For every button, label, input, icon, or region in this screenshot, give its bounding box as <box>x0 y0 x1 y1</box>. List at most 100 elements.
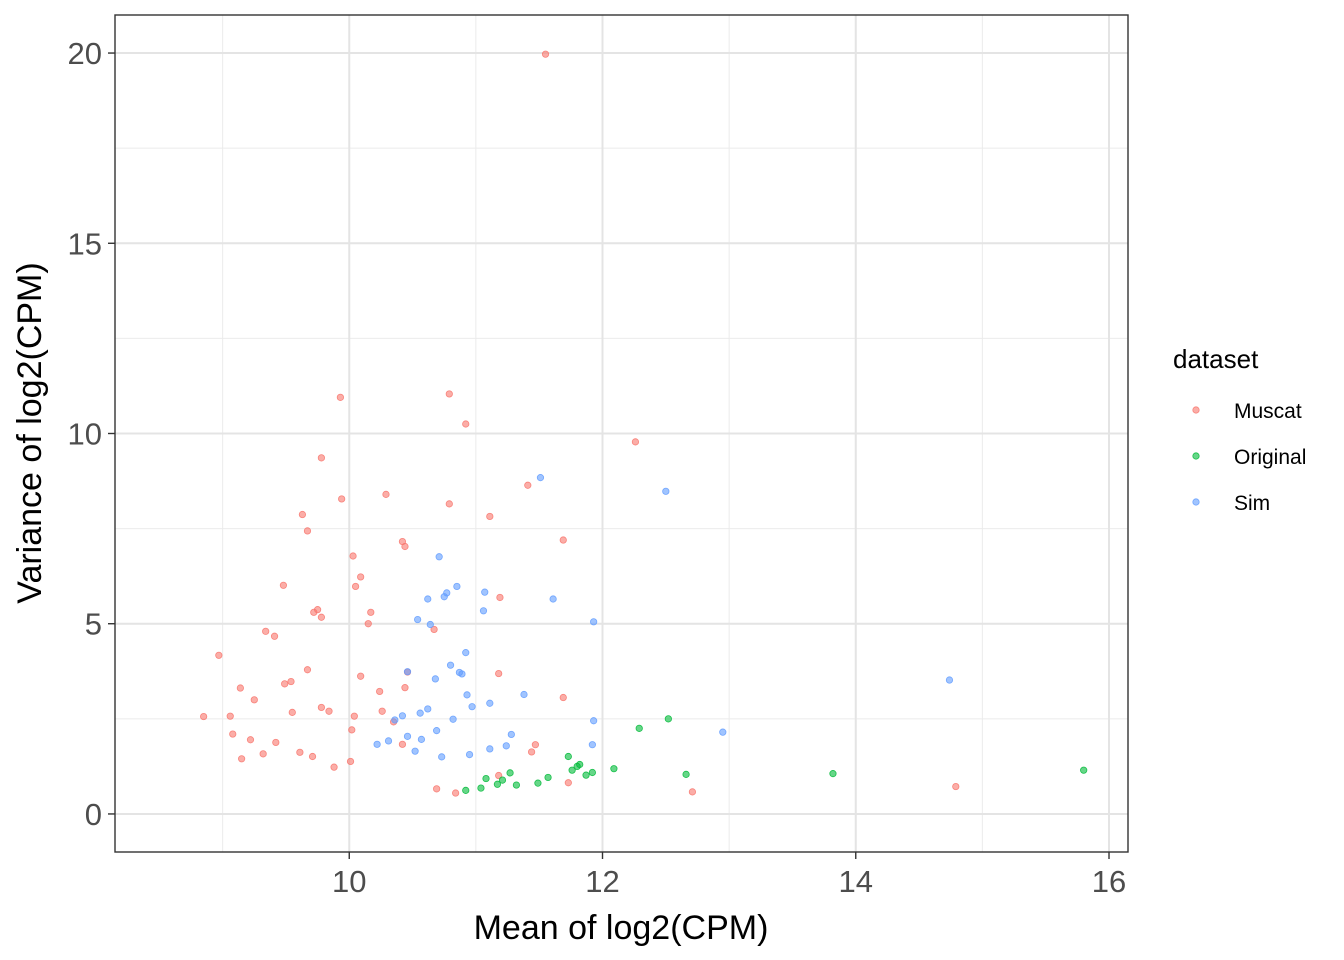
data-point <box>226 712 234 720</box>
data-point <box>246 736 255 744</box>
data-point <box>317 454 325 462</box>
data-point <box>446 661 455 669</box>
data-point <box>330 763 338 771</box>
series-muscat <box>200 50 960 797</box>
data-point <box>502 742 510 750</box>
data-point <box>662 487 670 495</box>
data-point <box>498 776 507 784</box>
data-point <box>325 707 333 715</box>
data-point <box>573 762 581 770</box>
x-tick-label: 10 <box>332 864 366 899</box>
data-point <box>559 693 567 702</box>
data-point <box>414 615 422 624</box>
y-tick-label: 10 <box>68 417 102 452</box>
data-point <box>338 495 346 503</box>
data-point <box>496 593 504 602</box>
data-point <box>433 785 441 793</box>
legend-key <box>1192 498 1200 506</box>
data-point <box>477 784 485 792</box>
data-point <box>524 481 532 489</box>
data-point <box>664 715 672 723</box>
data-point <box>430 625 438 634</box>
data-point <box>270 632 279 640</box>
data-point <box>682 770 690 778</box>
legend-items: Muscat Original Sim <box>1192 400 1306 515</box>
data-point <box>635 724 643 732</box>
data-point <box>288 708 296 716</box>
data-point <box>236 684 244 692</box>
data-point <box>610 765 618 773</box>
data-point <box>588 741 596 749</box>
data-point <box>391 716 399 724</box>
data-point <box>259 750 267 758</box>
data-point <box>229 730 237 738</box>
x-tick-label: 14 <box>839 864 873 899</box>
data-point <box>348 726 356 734</box>
series-original <box>462 715 1088 794</box>
data-point <box>433 727 441 735</box>
data-point <box>486 699 494 707</box>
data-point <box>349 552 357 560</box>
data-point <box>417 735 426 743</box>
data-point <box>512 781 521 789</box>
data-point <box>287 677 295 686</box>
data-point <box>453 582 461 591</box>
y-tick-label: 20 <box>68 36 102 71</box>
data-point <box>481 588 489 596</box>
data-point <box>431 675 439 683</box>
data-point <box>438 753 446 761</box>
data-point <box>631 438 640 446</box>
data-point <box>215 651 223 659</box>
data-point <box>303 527 312 535</box>
data-point <box>536 474 545 482</box>
data-point <box>281 680 289 688</box>
y-tick-label: 15 <box>68 226 102 261</box>
legend-label: Muscat <box>1234 400 1302 423</box>
data-point <box>445 500 453 508</box>
data-point <box>310 608 318 616</box>
data-point <box>549 595 557 603</box>
data-point <box>357 573 365 581</box>
data-point <box>382 490 390 498</box>
data-point <box>351 582 360 591</box>
axes: 10 12 14 16 0 5 10 15 20 <box>68 36 1127 899</box>
data-point <box>279 581 288 589</box>
data-point <box>346 757 355 766</box>
data-point <box>829 770 837 778</box>
data-point <box>463 691 471 699</box>
data-point <box>398 740 407 748</box>
legend-item-muscat: Muscat <box>1192 400 1302 423</box>
data-point <box>336 393 344 401</box>
legend-key <box>1192 452 1200 460</box>
data-point <box>559 536 567 544</box>
data-point <box>272 738 280 747</box>
data-point <box>462 420 470 428</box>
data-point <box>462 786 470 794</box>
data-point <box>440 593 448 601</box>
data-point <box>952 782 960 791</box>
legend-label: Sim <box>1234 492 1270 515</box>
data-point <box>262 627 270 635</box>
data-point <box>308 752 317 761</box>
data-point <box>582 771 590 779</box>
data-point <box>403 732 412 740</box>
data-point <box>384 737 393 745</box>
data-point <box>449 715 457 723</box>
data-point <box>398 712 407 720</box>
data-point <box>238 755 246 763</box>
data-point <box>317 613 325 621</box>
data-point <box>376 687 384 696</box>
data-point <box>462 649 470 657</box>
legend: dataset Muscat Original Sim <box>1173 344 1306 515</box>
data-point <box>465 751 474 759</box>
data-point <box>350 712 358 720</box>
legend-item-sim: Sim <box>1192 492 1270 515</box>
data-point <box>445 390 453 398</box>
data-point <box>401 542 409 551</box>
y-tick-label: 0 <box>85 797 102 832</box>
data-point <box>520 690 528 699</box>
data-point <box>590 618 598 626</box>
data-point <box>688 788 697 796</box>
data-point <box>403 668 412 676</box>
y-axis-title: Variance of log2(CPM) <box>11 262 49 603</box>
